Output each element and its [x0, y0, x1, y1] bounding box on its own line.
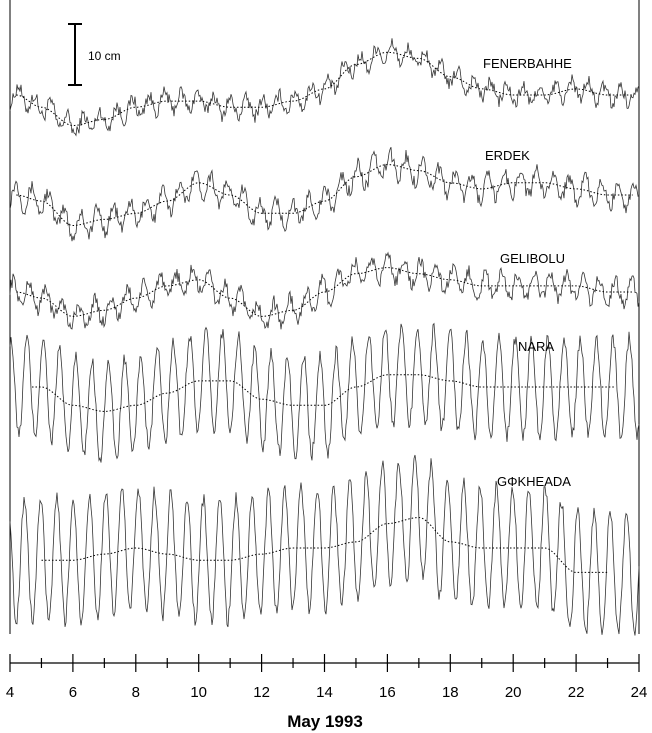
- raw-trace: [9, 454, 640, 636]
- raw-trace: [9, 38, 640, 137]
- series-erdek: ERDEK: [9, 146, 640, 242]
- series-g-kheada: GΦKHEADA: [9, 454, 640, 636]
- x-ticks: 4 6 8 10 12 14 16 18 20 22 24: [6, 654, 648, 701]
- smoothed-trace: [16, 267, 633, 317]
- series-fenerbahhe: FENERBAHHE: [9, 38, 640, 137]
- station-label: NARA: [518, 339, 554, 354]
- station-label: FENERBAHHE: [483, 56, 572, 71]
- raw-trace: [9, 146, 640, 242]
- station-label: GΦKHEADA: [497, 474, 571, 489]
- series-layer: FENERBAHHE ERDEK GELIBOLU NARA GΦKHEADA: [9, 38, 640, 636]
- raw-trace: [9, 251, 640, 330]
- x-tick-label: 4: [6, 684, 14, 701]
- series-nara: NARA: [9, 322, 640, 463]
- x-tick-label: 22: [568, 684, 585, 701]
- x-axis-title: May 1993: [287, 712, 363, 731]
- scale-bar-label: 10 cm: [88, 49, 121, 63]
- x-tick-label: 12: [253, 684, 270, 701]
- x-tick-label: 20: [505, 684, 522, 701]
- station-label: GELIBOLU: [500, 251, 565, 266]
- x-tick-label: 16: [379, 684, 396, 701]
- x-axis: 4 6 8 10 12 14 16 18 20 22 24 May 1993: [6, 654, 648, 731]
- plot-frame: [9, 0, 640, 634]
- x-tick-label: 24: [631, 684, 648, 701]
- x-tick-label: 18: [442, 684, 459, 701]
- x-tick-label: 14: [316, 684, 333, 701]
- x-tick-label: 10: [190, 684, 207, 701]
- x-tick-label: 8: [132, 684, 140, 701]
- scale-bar: 10 cm: [68, 23, 121, 86]
- raw-trace: [9, 322, 640, 463]
- series-gelibolu: GELIBOLU: [9, 251, 640, 330]
- smoothed-trace: [41, 517, 608, 573]
- station-label: ERDEK: [485, 148, 530, 163]
- x-tick-label: 6: [69, 684, 77, 701]
